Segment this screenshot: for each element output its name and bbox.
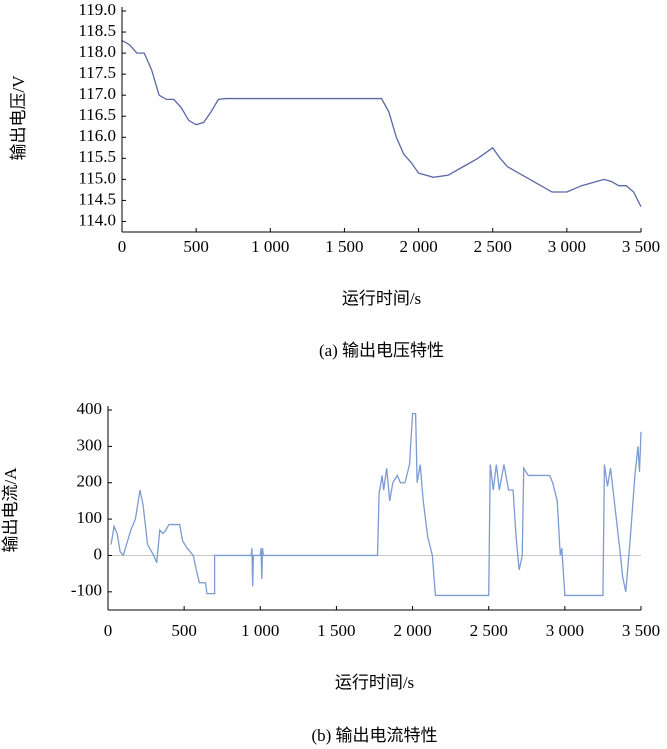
x-tick-label: 1 500 [317,621,355,640]
x-tick-label: 1 500 [325,237,363,256]
y-tick-label: 118.5 [78,21,116,40]
x-tick-label: 2 000 [399,237,437,256]
y-tick-label: 400 [77,399,103,418]
caption: (b) 输出电流特性 [311,726,437,745]
x-axis-title: 运行时间/s [335,673,414,692]
x-tick-label: 1 000 [251,237,289,256]
y-tick-label: 115.5 [78,147,116,166]
y-tick-label: 300 [77,435,103,454]
x-tick-label: 3 000 [546,621,584,640]
x-tick-label: 2 500 [470,621,508,640]
caption: (a) 输出电压特性 [319,341,444,360]
x-tick-label: 500 [171,621,197,640]
y-tick-label: 114.5 [78,189,116,208]
y-tick-label: 117.0 [78,84,116,103]
y-tick-label: 114.0 [78,210,116,229]
y-tick-label: 117.5 [78,63,116,82]
y-tick-label: -100 [71,581,102,600]
y-tick-label: 119.0 [78,0,116,19]
y-tick-label: 118.0 [78,42,116,61]
y-axis-title: 输出电流/A [1,467,20,553]
y-tick-label: 0 [94,544,103,563]
x-axis-title: 运行时间/s [342,289,421,308]
y-axis-title: 输出电压/V [9,75,28,161]
x-tick-label: 2 000 [393,621,431,640]
data-line [121,39,642,208]
y-tick-label: 116.5 [78,105,116,124]
y-tick-label: 116.0 [78,126,116,145]
x-tick-label: 2 500 [474,237,512,256]
data-line [110,412,642,597]
x-tick-label: 0 [104,621,113,640]
x-tick-label: 1 000 [241,621,279,640]
x-tick-label: 3 500 [622,621,660,640]
x-tick-label: 3 000 [548,237,586,256]
x-tick-label: 3 500 [622,237,660,256]
y-tick-label: 115.0 [78,168,116,187]
x-tick-label: 500 [183,237,209,256]
y-tick-label: 200 [77,472,103,491]
x-tick-label: 0 [118,237,127,256]
y-tick-label: 100 [77,508,103,527]
